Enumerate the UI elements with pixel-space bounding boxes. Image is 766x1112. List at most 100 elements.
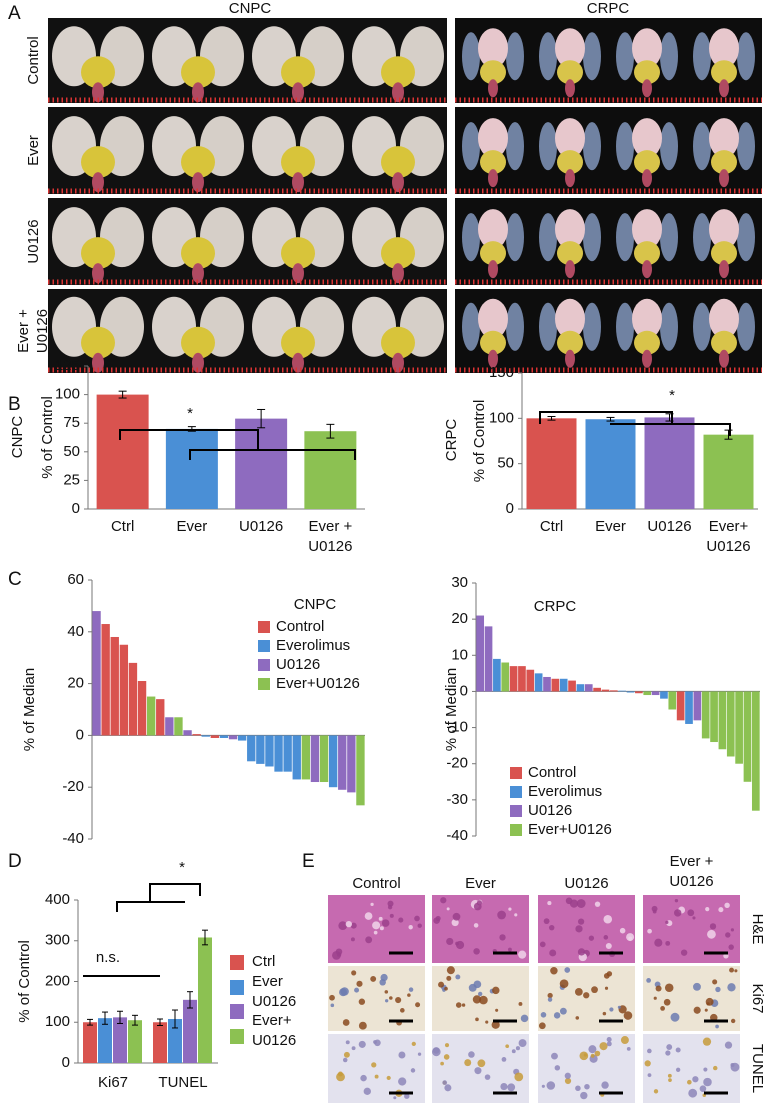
cell bbox=[604, 986, 609, 990]
cell bbox=[389, 996, 393, 1000]
tissue bbox=[583, 302, 601, 351]
text-line: Ever + bbox=[670, 853, 714, 870]
y-axis-title: % of Median bbox=[21, 668, 38, 751]
cell bbox=[507, 947, 512, 952]
bar bbox=[265, 735, 274, 767]
legend-label: Ever+U0126 bbox=[276, 675, 360, 692]
y-axis-title: % of Control bbox=[39, 396, 56, 479]
row-label: Control bbox=[25, 36, 42, 84]
legend-label: Ever bbox=[252, 973, 283, 990]
cell bbox=[644, 1060, 651, 1067]
cell bbox=[384, 990, 389, 994]
cell bbox=[473, 923, 479, 928]
y-axis-title: % of Median bbox=[443, 668, 460, 751]
text-line: U0126 bbox=[669, 873, 713, 890]
cell bbox=[371, 1062, 377, 1068]
bar bbox=[235, 418, 288, 509]
cell bbox=[374, 1074, 379, 1079]
cell bbox=[404, 1093, 410, 1099]
bar bbox=[310, 735, 320, 783]
y-tick-label: 10 bbox=[451, 646, 468, 663]
cell bbox=[549, 949, 557, 957]
cell bbox=[538, 1022, 546, 1030]
cell bbox=[364, 912, 373, 920]
cell bbox=[414, 915, 420, 922]
cell bbox=[580, 1091, 588, 1100]
cell bbox=[511, 1049, 516, 1054]
x-tick-label: Ctrl bbox=[540, 518, 563, 535]
cell bbox=[343, 1051, 350, 1058]
column-title: CNPC bbox=[229, 0, 272, 17]
bar bbox=[718, 691, 727, 750]
bar bbox=[668, 691, 677, 710]
cell bbox=[583, 992, 590, 999]
tissue bbox=[642, 260, 652, 279]
cell bbox=[433, 917, 440, 924]
tissue bbox=[92, 263, 104, 284]
cell bbox=[706, 1002, 710, 1006]
bar bbox=[110, 636, 119, 736]
cell bbox=[575, 1085, 581, 1091]
bar bbox=[98, 1018, 112, 1063]
cell bbox=[475, 1017, 479, 1022]
cell bbox=[330, 1003, 335, 1008]
legend-swatch bbox=[510, 824, 522, 836]
bar bbox=[551, 678, 560, 692]
chart-title: CNPC bbox=[294, 596, 337, 613]
cell bbox=[579, 1051, 589, 1061]
tissue bbox=[583, 32, 601, 81]
legend-swatch bbox=[230, 980, 244, 995]
cell bbox=[594, 1050, 601, 1057]
bar bbox=[568, 680, 576, 692]
cell bbox=[410, 1068, 416, 1073]
cell bbox=[340, 987, 349, 996]
tissue bbox=[506, 302, 524, 351]
tissue bbox=[555, 209, 585, 250]
text-line: U0126 bbox=[706, 538, 750, 555]
tissue bbox=[632, 28, 662, 69]
cell bbox=[443, 1054, 450, 1060]
y-tick-label: 100 bbox=[45, 1013, 70, 1030]
cell bbox=[373, 930, 378, 935]
tissue bbox=[292, 352, 304, 373]
y-tick-label: 0 bbox=[76, 726, 84, 743]
cell bbox=[705, 907, 710, 912]
tissue bbox=[711, 330, 737, 355]
tissue bbox=[281, 146, 315, 179]
bar bbox=[576, 684, 585, 692]
tissue bbox=[81, 146, 115, 179]
bar bbox=[726, 691, 735, 757]
cell bbox=[606, 1041, 612, 1047]
bar bbox=[165, 428, 218, 509]
cell bbox=[518, 1002, 523, 1006]
cell bbox=[605, 942, 612, 949]
cell bbox=[484, 1074, 491, 1080]
cell bbox=[476, 900, 483, 906]
bar bbox=[703, 434, 754, 509]
tissue bbox=[634, 60, 660, 85]
cell bbox=[491, 1020, 500, 1029]
y-tick-label: -10 bbox=[446, 719, 468, 736]
tissue bbox=[181, 146, 215, 179]
tissue bbox=[381, 146, 415, 179]
y-tick-label: 30 bbox=[451, 574, 468, 591]
cell bbox=[576, 899, 586, 908]
cell bbox=[370, 975, 377, 982]
cell bbox=[381, 919, 390, 927]
tissue bbox=[709, 118, 739, 159]
tissue bbox=[488, 169, 498, 188]
bar bbox=[518, 666, 526, 692]
legend-swatch bbox=[510, 767, 522, 779]
bar bbox=[356, 735, 365, 806]
cell bbox=[574, 987, 583, 996]
tissue bbox=[292, 82, 304, 103]
tissue bbox=[92, 352, 104, 373]
cell bbox=[728, 944, 734, 950]
bar bbox=[192, 734, 201, 736]
bar bbox=[156, 699, 165, 736]
tissue bbox=[539, 32, 557, 81]
cell bbox=[704, 1008, 708, 1012]
bar bbox=[168, 1018, 182, 1063]
x-tick-label: Ever + U0126 bbox=[308, 518, 352, 555]
bar bbox=[83, 1022, 97, 1063]
